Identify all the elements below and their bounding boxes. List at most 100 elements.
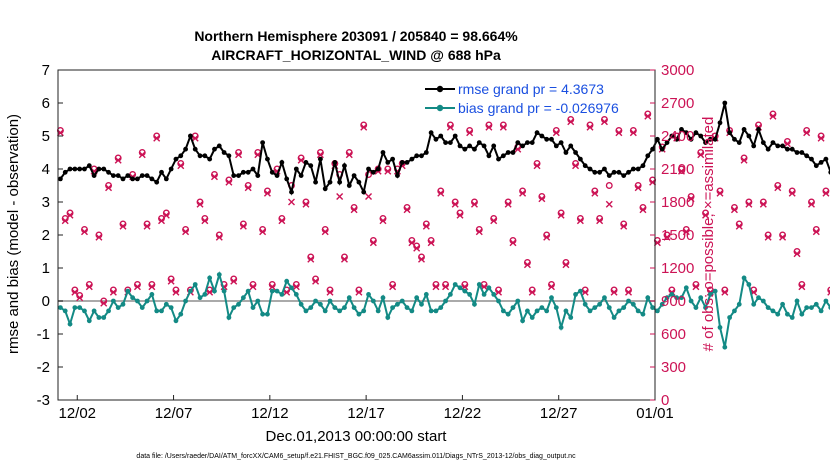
bias-point [553, 305, 559, 310]
rmse-point [274, 173, 280, 179]
bias-point [756, 295, 761, 301]
rmse-point [101, 166, 107, 172]
bias-point [780, 301, 785, 307]
rmse-point [390, 156, 396, 162]
assimilated-obs-marker [235, 151, 243, 159]
assimilated-obs-marker [557, 211, 565, 219]
assimilated-obs-marker [244, 184, 252, 192]
bias-point [370, 298, 376, 304]
plot-background [58, 70, 655, 400]
assimilated-obs-marker [519, 189, 527, 197]
rmse-point [135, 176, 140, 182]
right-y-tick-label: 2400 [661, 128, 694, 145]
rmse-point [635, 166, 641, 172]
assimilated-obs-marker [730, 206, 738, 214]
rmse-point [86, 163, 92, 169]
assimilated-obs-marker [85, 283, 93, 291]
bias-point [510, 305, 516, 310]
assimilated-obs-marker [316, 151, 324, 159]
assimilated-obs-marker [456, 211, 464, 219]
assimilated-obs-marker [403, 206, 411, 214]
bias-point [308, 305, 314, 310]
assimilated-obs-marker [735, 222, 743, 230]
rmse-point [573, 150, 578, 155]
rmse-point [698, 133, 704, 139]
right-y-tick-label: 2100 [661, 161, 694, 178]
legend-label-1: bias grand pr = -0.026976 [458, 100, 619, 116]
assimilated-obs-marker [95, 233, 103, 241]
assimilated-obs-marker [201, 217, 209, 225]
rmse-point [467, 143, 473, 149]
legend-marker-1 [436, 104, 444, 112]
assimilated-obs-marker [66, 211, 74, 219]
rmse-point [207, 156, 213, 162]
rmse-point [775, 143, 781, 149]
bias-point [115, 305, 121, 310]
bias-point [529, 315, 535, 320]
rmse-point [500, 153, 506, 159]
bias-point [577, 288, 583, 294]
rmse-point [736, 140, 742, 146]
bias-point [703, 305, 708, 310]
rmse-point [539, 133, 545, 139]
bias-point [679, 295, 684, 301]
chart-title: Northern Hemisphere 203091 / 205840 = 98… [194, 28, 518, 44]
assimilated-obs-marker [740, 156, 748, 164]
bias-point [144, 298, 150, 304]
bias-point [139, 305, 145, 310]
bias-point [385, 315, 391, 320]
left-y-axis-label: rmse and bias (model - observation) [5, 114, 22, 354]
bias-point [197, 295, 203, 301]
bias-point [659, 301, 665, 307]
bias-point [650, 305, 655, 310]
bias-point [202, 292, 208, 297]
bias-point [279, 292, 285, 297]
rmse-point [317, 156, 323, 162]
rmse-point [515, 140, 521, 146]
bias-point [332, 305, 338, 310]
assimilated-obs-marker [230, 277, 238, 285]
rmse-point [236, 173, 241, 179]
x-tick-label: 01/01 [636, 405, 674, 422]
assimilated-obs-marker [148, 283, 156, 291]
rmse-point [284, 176, 290, 182]
rmse-point [582, 163, 588, 169]
right-y-tick-label: 1800 [661, 194, 694, 211]
bias-point [746, 282, 752, 287]
bias-point [515, 298, 521, 304]
bias-point [563, 308, 569, 314]
assimilated-obs-marker [249, 283, 257, 291]
rmse-point [496, 156, 501, 162]
bias-point [168, 305, 174, 310]
assimilated-obs-marker [225, 178, 233, 186]
bias-point [693, 305, 699, 310]
rmse-point [534, 130, 540, 136]
rmse-point [67, 166, 73, 172]
bias-point [732, 308, 737, 314]
assimilated-obs-marker [543, 233, 551, 241]
assimilated-obs-marker [365, 193, 373, 200]
rmse-point [139, 173, 145, 179]
assimilated-obs-marker [793, 250, 801, 258]
rmse-point [703, 140, 708, 146]
bias-point [823, 298, 829, 304]
bias-point [717, 325, 723, 330]
bias-point [544, 308, 550, 314]
bias-point [592, 305, 598, 310]
bias-point [525, 308, 530, 314]
rmse-point [544, 136, 550, 142]
assimilated-obs-marker [721, 288, 729, 296]
assimilated-obs-marker [788, 189, 796, 197]
bias-point [784, 311, 790, 317]
assimilated-obs-marker [100, 299, 108, 307]
rmse-point [289, 189, 294, 195]
rmse-point [765, 146, 771, 152]
bias-point [317, 301, 323, 307]
rmse-point [308, 163, 314, 169]
rmse-point [125, 173, 131, 179]
assimilated-obs-marker [384, 167, 392, 175]
rmse-point [813, 163, 819, 169]
bias-point [419, 301, 424, 307]
bias-point [611, 315, 617, 320]
rmse-point [293, 166, 299, 172]
